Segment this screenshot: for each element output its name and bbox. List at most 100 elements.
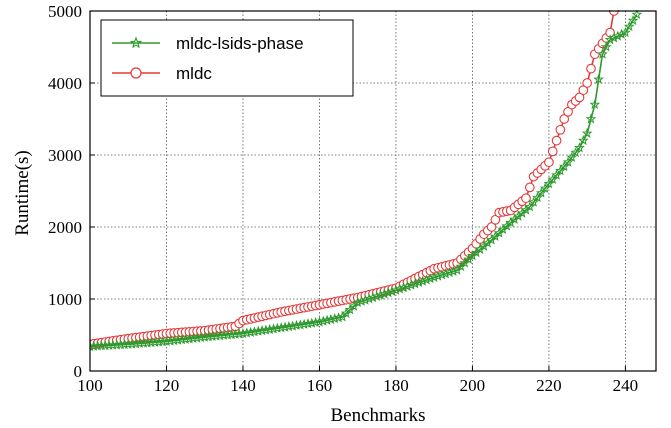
x-tick-label: 140 bbox=[230, 376, 256, 395]
data-point bbox=[547, 146, 558, 157]
data-point bbox=[390, 284, 402, 295]
legend-marker bbox=[130, 67, 142, 79]
data-point bbox=[402, 280, 413, 292]
data-point bbox=[524, 182, 535, 193]
data-point bbox=[547, 173, 559, 185]
data-point bbox=[566, 151, 578, 162]
data-point bbox=[616, 28, 627, 39]
data-point bbox=[241, 327, 253, 338]
data-point bbox=[310, 316, 321, 328]
data-point bbox=[551, 135, 562, 146]
data-point bbox=[582, 78, 593, 88]
legend-box bbox=[100, 19, 354, 97]
data-point bbox=[436, 269, 448, 280]
data-point bbox=[623, 20, 635, 32]
data-point bbox=[367, 292, 379, 303]
plot-frame bbox=[89, 10, 657, 372]
data-point bbox=[187, 332, 199, 344]
x-tick-label: 160 bbox=[307, 376, 333, 395]
data-point bbox=[586, 63, 596, 74]
data-point bbox=[363, 293, 375, 304]
data-point bbox=[631, 10, 643, 20]
data-point bbox=[317, 315, 329, 326]
x-tick-label: 200 bbox=[460, 376, 486, 395]
data-point bbox=[425, 273, 436, 284]
data-point bbox=[627, 14, 639, 26]
data-point bbox=[371, 290, 383, 302]
data-point bbox=[252, 325, 264, 336]
axis-ticks: 100 120 140 160 180 200 220 240 0 1000 2000 3000 400… bbox=[48, 2, 638, 395]
x-tick-label: 220 bbox=[536, 376, 562, 395]
data-point bbox=[264, 323, 276, 335]
data-point bbox=[405, 279, 417, 290]
y-tick-label: 3000 bbox=[48, 146, 82, 165]
data-point bbox=[172, 334, 184, 345]
data-point bbox=[306, 317, 318, 328]
data-point bbox=[535, 187, 547, 198]
data-point bbox=[398, 282, 409, 293]
data-point bbox=[360, 294, 371, 305]
data-point bbox=[413, 276, 425, 288]
data-point bbox=[521, 193, 531, 204]
data-point bbox=[570, 146, 582, 158]
data-point bbox=[577, 134, 589, 146]
data-point bbox=[417, 275, 429, 286]
data-point bbox=[287, 320, 299, 331]
x-tick-label: 180 bbox=[383, 376, 409, 395]
data-point bbox=[195, 331, 207, 343]
data-point bbox=[528, 196, 539, 207]
data-point bbox=[539, 182, 551, 193]
legend-item-mldc-lsids-phase: mldc-lsids-phase bbox=[112, 34, 304, 53]
series-layer bbox=[90, 10, 643, 352]
data-point bbox=[272, 322, 283, 333]
data-point bbox=[620, 26, 631, 38]
data-point bbox=[600, 41, 612, 52]
x-tick-label: 100 bbox=[77, 376, 103, 395]
legend-label: mldc-lsids-phase bbox=[176, 34, 304, 53]
data-point bbox=[245, 326, 256, 337]
data-point bbox=[428, 271, 440, 282]
data-point bbox=[532, 191, 543, 203]
data-point bbox=[604, 34, 616, 45]
data-point bbox=[180, 333, 191, 344]
x-axis-label: Benchmarks bbox=[331, 405, 426, 426]
data-point bbox=[581, 127, 593, 138]
data-point bbox=[302, 318, 314, 329]
data-point bbox=[558, 160, 570, 172]
data-point bbox=[161, 335, 172, 347]
data-point bbox=[555, 124, 566, 135]
data-point bbox=[352, 296, 364, 308]
data-point bbox=[597, 48, 608, 59]
data-point bbox=[562, 156, 574, 167]
data-point bbox=[294, 319, 306, 330]
y-tick-label: 0 bbox=[74, 362, 83, 381]
y-axis-label: Runtime(s) bbox=[12, 150, 33, 236]
data-point bbox=[555, 165, 566, 176]
data-point bbox=[375, 289, 386, 300]
data-point bbox=[440, 268, 452, 279]
y-tick-label: 5000 bbox=[48, 2, 82, 21]
data-point bbox=[386, 285, 398, 297]
data-point bbox=[421, 274, 432, 285]
data-point bbox=[260, 324, 272, 335]
data-point bbox=[321, 314, 333, 325]
legend: mldc-lsids-phase mldc bbox=[100, 19, 354, 97]
data-point bbox=[298, 318, 310, 329]
data-point bbox=[279, 321, 291, 332]
data-point bbox=[444, 266, 455, 278]
data-point bbox=[585, 113, 597, 124]
data-point bbox=[574, 142, 585, 153]
data-point bbox=[268, 323, 279, 334]
y-tick-label: 1000 bbox=[48, 290, 82, 309]
data-point bbox=[543, 178, 555, 189]
data-point bbox=[256, 325, 268, 336]
data-point bbox=[432, 270, 444, 281]
data-point bbox=[356, 295, 367, 306]
data-point bbox=[589, 98, 601, 110]
data-point bbox=[612, 30, 624, 41]
series-mldc-lsids-phase bbox=[90, 10, 643, 352]
data-point bbox=[325, 313, 337, 325]
data-point bbox=[379, 288, 390, 299]
x-tick-label: 240 bbox=[613, 376, 639, 395]
